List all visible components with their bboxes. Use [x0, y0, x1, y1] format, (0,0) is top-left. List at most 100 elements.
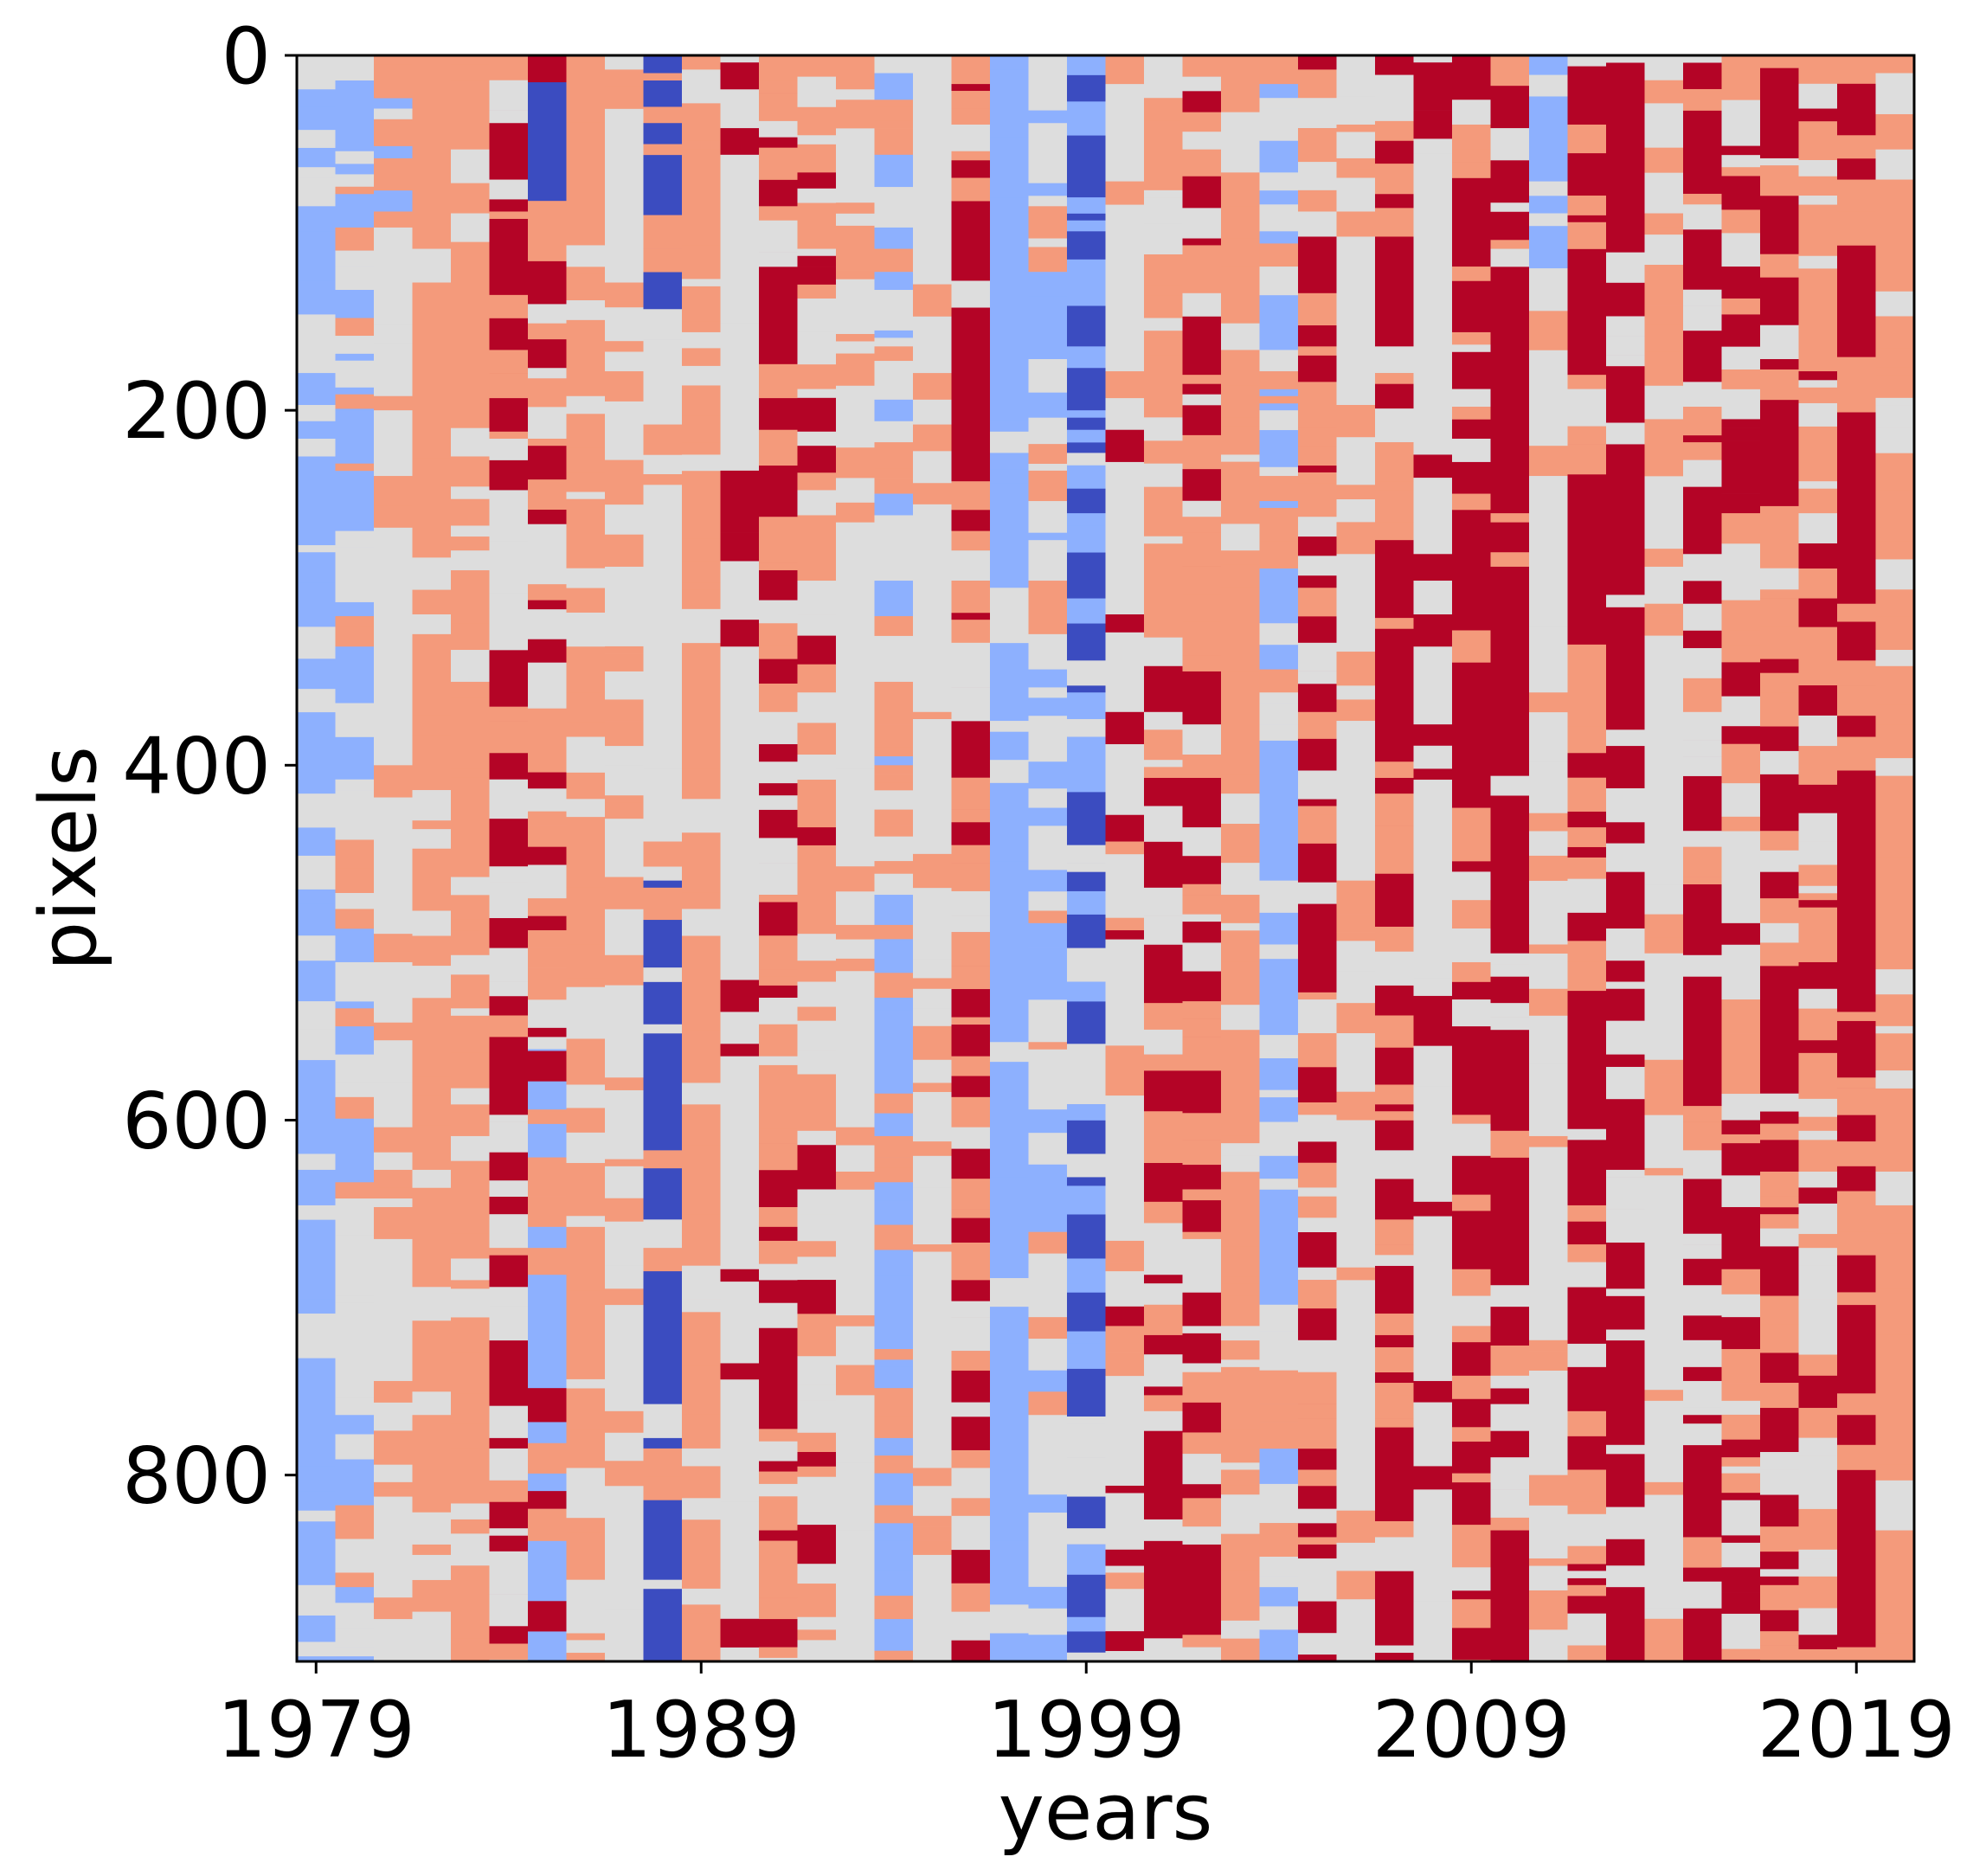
heatmap-cell-band: [1644, 1059, 1684, 1075]
heatmap-cell-band: [1298, 814, 1338, 844]
heatmap-cell-band: [1683, 193, 1723, 205]
heatmap-cell-band: [297, 545, 337, 553]
heatmap-cell-band: [1760, 1569, 1800, 1577]
heatmap-cell-band: [374, 1040, 414, 1053]
heatmap-cell-band: [1760, 254, 1800, 278]
heatmap-cell-band: [1144, 1519, 1184, 1541]
heatmap-cell-band: [1567, 1343, 1607, 1367]
heatmap-cell-band: [797, 692, 837, 723]
heatmap-cell-band: [1375, 1015, 1415, 1048]
heatmap-cell-band: [1606, 1177, 1646, 1210]
heatmap-cell-band: [1413, 1592, 1453, 1602]
heatmap-cell-band: [1182, 1001, 1222, 1019]
heatmap-cell-band: [990, 431, 1030, 453]
heatmap-cell-band: [1375, 951, 1415, 986]
heatmap-cell-band: [1182, 942, 1222, 972]
heatmap-cell-band: [566, 1604, 606, 1634]
heatmap-cell-band: [759, 1647, 799, 1659]
heatmap-cell-band: [1452, 493, 1492, 511]
heatmap-cell-band: [990, 588, 1030, 607]
heatmap-cell-band: [1452, 1115, 1492, 1124]
heatmap-cell-band: [1567, 1571, 1607, 1578]
heatmap-cell-band: [489, 1405, 529, 1438]
heatmap-cell-band: [528, 1388, 568, 1423]
heatmap-cell-band: [1798, 1375, 1838, 1409]
heatmap-cell-band: [1837, 949, 1877, 975]
heatmap-cell-band: [1721, 427, 1761, 441]
heatmap-cell-band: [913, 1244, 953, 1252]
heatmap-cell-band: [1721, 1317, 1761, 1350]
heatmap-cell-band: [1259, 267, 1299, 296]
heatmap-cell-band: [1336, 1304, 1376, 1323]
heatmap-cell-band: [489, 490, 529, 523]
heatmap-cell-band: [1413, 478, 1453, 496]
heatmap-cell-band: [1490, 1517, 1530, 1531]
heatmap-cell-band: [1259, 1179, 1299, 1190]
heatmap-cell-band: [489, 1287, 529, 1307]
heatmap-cell-band: [297, 1045, 337, 1061]
heatmap-cell-band: [528, 55, 568, 83]
heatmap-cell-band: [335, 360, 375, 388]
heatmap-cell-band: [990, 838, 1030, 862]
heatmap-cell-band: [1837, 603, 1877, 622]
heatmap-cell-band: [1028, 608, 1068, 634]
heatmap-cell-band: [951, 1301, 991, 1318]
heatmap-cell-band: [1760, 1452, 1800, 1470]
heatmap-cell-band: [797, 1214, 837, 1242]
heatmap-cell-band: [990, 760, 1030, 784]
heatmap-cell-band: [1144, 55, 1184, 68]
y-axis-label: pixels: [23, 746, 114, 971]
heatmap-cell-band: [1182, 1140, 1222, 1166]
heatmap-column-1988-segment: [643, 339, 683, 881]
heatmap-cell-band: [451, 1022, 491, 1053]
heatmap-cell-band: [951, 1317, 991, 1352]
heatmap-cell-band: [1413, 554, 1453, 581]
heatmap-cell-band: [605, 653, 645, 671]
heatmap-cell-band: [913, 451, 953, 484]
heatmap-cell-band: [759, 976, 799, 986]
heatmap-cell-band: [335, 1302, 375, 1325]
heatmap-cell-band: [1606, 1066, 1646, 1100]
heatmap-cell-band: [1721, 55, 1761, 87]
heatmap-cell-band: [528, 1442, 568, 1474]
heatmap-column-1988-segment: [643, 1031, 683, 1662]
heatmap-cell-band: [720, 1532, 760, 1563]
heatmap-column-2006-segment: [1336, 55, 1376, 1662]
heatmap-cell-band: [1683, 554, 1723, 581]
heatmap-cell-band: [1298, 1633, 1338, 1644]
heatmap-cell-band: [297, 405, 337, 421]
heatmap-cell-band: [489, 593, 529, 626]
heatmap-cell-band: [1760, 505, 1800, 539]
heatmap-cell-band: [1452, 149, 1492, 163]
heatmap-cell-band: [1413, 596, 1453, 615]
heatmap-cell-band: [1721, 419, 1761, 428]
heatmap-cell-band: [1182, 132, 1222, 150]
heatmap-cell-band: [335, 267, 375, 291]
heatmap-cell-band: [1760, 589, 1800, 599]
heatmap-cell-band: [1644, 704, 1684, 736]
heatmap-cell-band: [528, 387, 568, 408]
heatmap-cell-band: [1221, 1494, 1261, 1515]
heatmap-cell-band: [489, 890, 529, 911]
heatmap-cell-band: [1683, 1233, 1723, 1245]
heatmap-cell-band: [951, 280, 991, 308]
heatmap-cell-band: [720, 291, 760, 324]
heatmap-cell-band: [1606, 988, 1646, 1021]
heatmap-cell-band: [1529, 786, 1569, 813]
heatmap-column-2010-segment: [1490, 55, 1530, 1662]
heatmap-cell-band: [682, 124, 722, 141]
heatmap-cell-band: [682, 378, 722, 386]
heatmap-cell-band: [1067, 719, 1107, 737]
heatmap-cell-band: [1182, 532, 1222, 567]
heatmap-cell-band: [1336, 721, 1376, 755]
heatmap-cell-band: [1144, 1250, 1184, 1275]
heatmap-cell-band: [1375, 793, 1415, 826]
heatmap-cell-band: [1875, 1063, 1915, 1071]
heatmap-cell-band: [682, 228, 722, 246]
heatmap-cell-band: [374, 1127, 414, 1153]
heatmap-cell-band: [528, 742, 568, 773]
heatmap-cell-band: [1721, 630, 1761, 647]
heatmap-cell-band: [1375, 1244, 1415, 1256]
heatmap-cell-band: [1067, 1616, 1107, 1632]
heatmap-cell-band: [797, 1525, 837, 1552]
